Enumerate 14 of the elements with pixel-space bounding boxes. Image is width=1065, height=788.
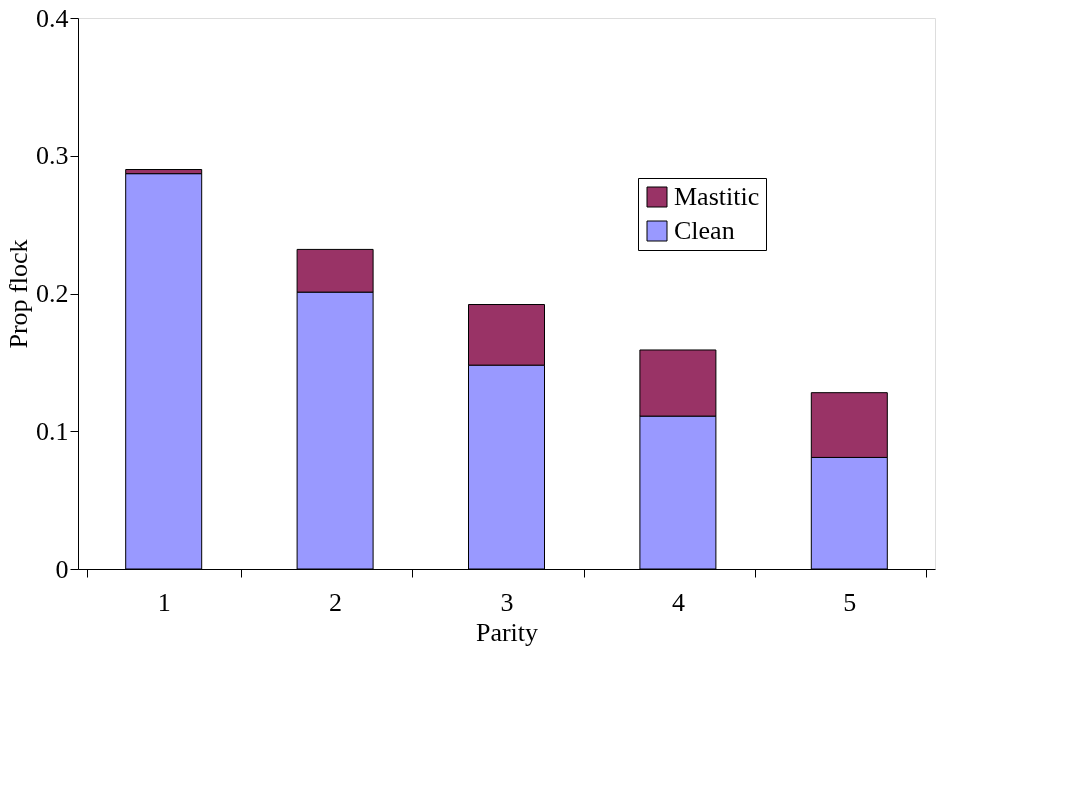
x-tick-label: 1 — [157, 587, 171, 617]
x-tick-label: 4 — [671, 587, 685, 617]
y-axis-title: Prop flock — [4, 239, 33, 349]
y-tick-label: 0.1 — [36, 416, 69, 446]
x-tick-label: 2 — [329, 587, 343, 617]
y-tick-label: 0.3 — [36, 141, 69, 171]
y-tick-label: 0.2 — [36, 279, 69, 308]
legend-label: Mastitic — [674, 182, 760, 211]
x-axis-title: Parity — [475, 617, 539, 647]
x-tick-label: 3 — [500, 587, 514, 617]
x-tick-label: 5 — [843, 587, 857, 617]
y-tick-label: 0.4 — [36, 3, 69, 33]
y-tick-label: 0 — [55, 554, 69, 584]
legend-label: Clean — [674, 216, 735, 245]
